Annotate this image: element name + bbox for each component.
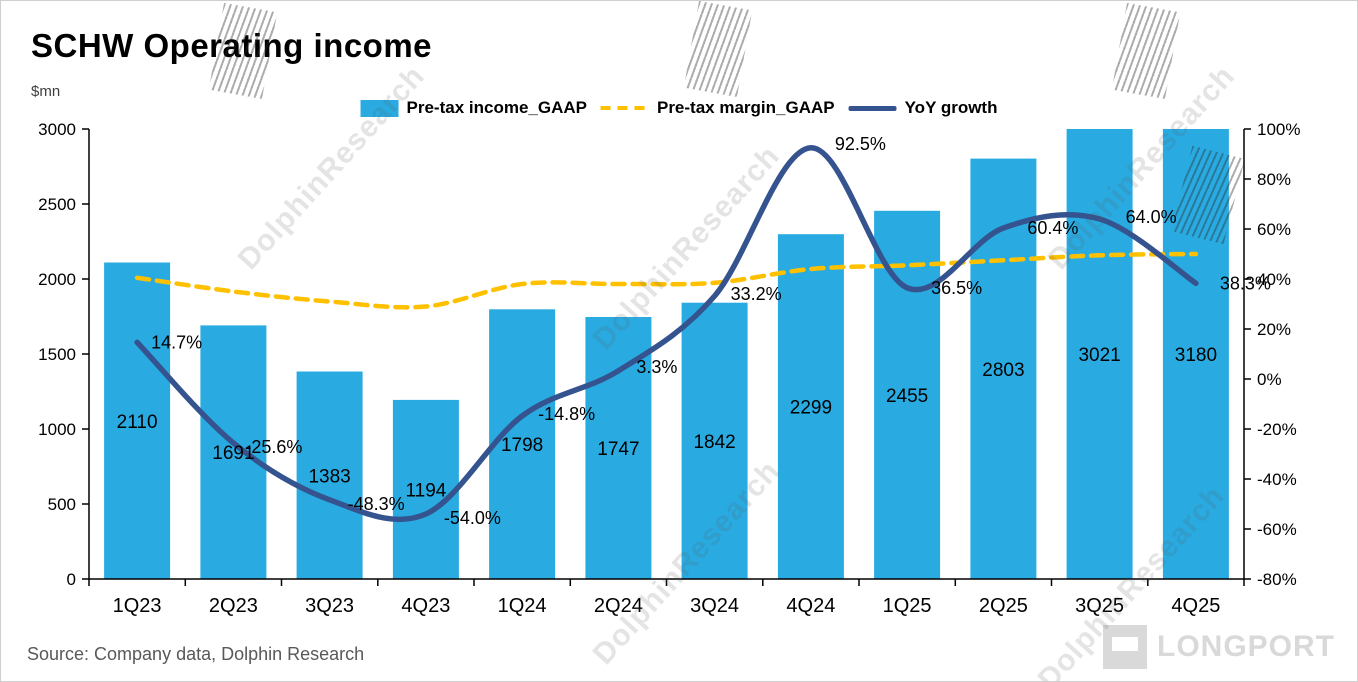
legend-item-yoy-growth[interactable]: YoY growth: [848, 98, 998, 118]
x-axis-label: 4Q25: [1171, 595, 1220, 617]
legend-item-pretax-income[interactable]: Pre-tax income_GAAP: [360, 98, 587, 118]
bar-value-label: 3021: [1078, 345, 1120, 366]
left-axis-label: 3000: [38, 120, 76, 139]
yoy-point-label: 36.5%: [931, 278, 982, 298]
bar-4Q24: [777, 234, 844, 579]
bar-value-label: 2803: [982, 360, 1024, 381]
yoy-point-label: 3.3%: [636, 357, 677, 377]
right-axis-label: -60%: [1257, 520, 1297, 539]
solid-line-swatch: [848, 105, 897, 111]
bar-value-label: 1798: [501, 435, 543, 456]
x-axis-label: 2Q25: [979, 595, 1028, 617]
right-axis-label: -80%: [1257, 570, 1297, 589]
dashed-line-swatch: [600, 106, 649, 110]
yoy-point-label: 92.5%: [835, 134, 886, 154]
chart-title: SCHW Operating income: [31, 27, 433, 64]
longport-logo-text: LONGPORT: [1157, 630, 1335, 663]
bar-1Q23: [104, 262, 171, 579]
bar-value-label: 1691: [212, 443, 254, 464]
legend-label-yoy-growth: YoY growth: [904, 98, 998, 117]
right-axis-label: -20%: [1257, 420, 1297, 439]
left-axis-label: 1000: [38, 420, 76, 439]
bar-value-label: 3180: [1175, 345, 1217, 366]
bar-value-label: 1194: [405, 481, 446, 502]
x-axis-label: 2Q24: [594, 595, 643, 617]
bar-value-label: 2455: [886, 386, 928, 407]
x-axis-label: 4Q24: [786, 595, 835, 617]
yoy-point-label: -25.6%: [245, 437, 302, 457]
bar-4Q23: [392, 399, 459, 579]
left-axis-label: 500: [48, 495, 76, 514]
pretax-margin-line: [134, 251, 1199, 310]
bar-3Q23: [296, 371, 363, 579]
left-axis-label: 1500: [38, 345, 76, 364]
bar-value-label: 1842: [693, 432, 735, 453]
yoy-point-label: 64.0%: [1126, 207, 1177, 227]
bar-series-swatch: [360, 99, 399, 117]
bar-2Q24: [585, 317, 652, 580]
left-axis-label: 2500: [38, 195, 76, 214]
bar-3Q24: [681, 302, 748, 579]
right-axis-label: 60%: [1257, 220, 1291, 239]
source-note: Source: Company data, Dolphin Research: [27, 644, 365, 664]
legend-item-pretax-margin[interactable]: Pre-tax margin_GAAP: [600, 98, 835, 118]
bar-value-label: 2110: [117, 412, 158, 433]
longport-logo: LONGPORT: [1103, 625, 1335, 669]
axis-unit-label: $mn: [31, 83, 61, 100]
x-axis-label: 3Q25: [1075, 595, 1124, 617]
yoy-point-label: 60.4%: [1027, 218, 1078, 238]
x-axis-label: 1Q23: [113, 595, 162, 617]
legend-label-pretax-margin: Pre-tax margin_GAAP: [656, 98, 835, 117]
right-axis-label: 100%: [1257, 120, 1300, 139]
right-axis-label: 20%: [1257, 320, 1291, 339]
x-axis-label: 3Q24: [690, 595, 739, 617]
bar-2Q23: [200, 325, 267, 580]
legend-label-pretax-income: Pre-tax income_GAAP: [406, 98, 587, 117]
x-axis-label: 1Q25: [883, 595, 932, 617]
yoy-point-label: 14.7%: [151, 332, 202, 352]
longport-logo-icon: [1103, 625, 1147, 669]
bar-4Q25: [1162, 129, 1229, 579]
right-axis-label: 40%: [1257, 270, 1291, 289]
x-axis-label: 3Q23: [305, 595, 354, 617]
bar-3Q25: [1066, 129, 1133, 579]
bar-1Q25: [874, 210, 941, 580]
yoy-point-label: -14.8%: [538, 404, 595, 424]
yoy-growth-line: [134, 145, 1199, 523]
bar-value-label: 1747: [597, 439, 639, 460]
bar-1Q24: [489, 309, 556, 579]
yoy-point-label: -48.3%: [348, 494, 405, 514]
yoy-point-label: -54.0%: [444, 508, 501, 528]
right-axis-label: 0%: [1257, 370, 1282, 389]
bar-value-label: 2299: [790, 398, 832, 419]
x-axis-label: 2Q23: [209, 595, 258, 617]
left-axis-label: 0: [67, 570, 76, 589]
x-axis-label: 4Q23: [401, 595, 450, 617]
bar-value-label: 1383: [308, 466, 350, 487]
legend: Pre-tax income_GAAP Pre-tax margin_GAAP …: [360, 98, 998, 118]
right-axis-label: 80%: [1257, 170, 1291, 189]
x-axis-label: 1Q24: [498, 595, 547, 617]
right-axis-label: -40%: [1257, 470, 1297, 489]
yoy-point-label: 33.2%: [731, 284, 782, 304]
left-axis-label: 2000: [38, 270, 76, 289]
yoy-point-label: 38.3%: [1220, 273, 1271, 293]
